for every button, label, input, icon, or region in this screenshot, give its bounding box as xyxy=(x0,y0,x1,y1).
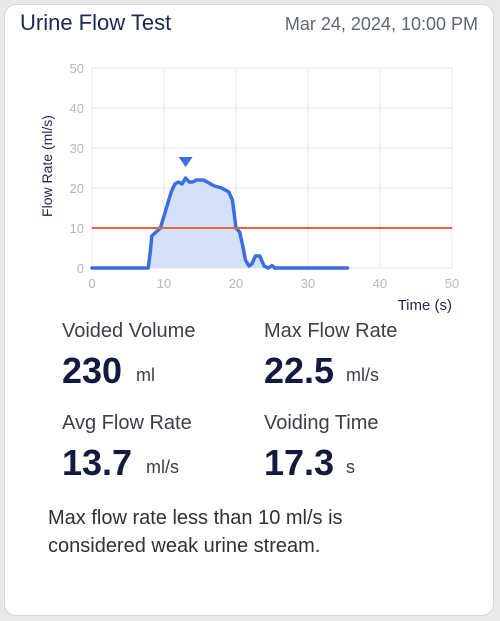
voiding-time-label: Voiding Time xyxy=(264,412,379,434)
weak-stream-note: Max flow rate less than 10 ml/s is consi… xyxy=(48,507,343,557)
test-datetime: Mar 24, 2024, 10:00 PM xyxy=(284,14,478,34)
urine-flow-card xyxy=(4,4,494,616)
voided-volume-unit: ml xyxy=(136,365,155,385)
voided-volume-label: Voided Volume xyxy=(62,320,196,342)
max-flow-rate-value: 22.5 xyxy=(264,350,335,391)
page-title: Urine Flow Test xyxy=(20,10,172,35)
avg-flow-rate-value: 13.7 xyxy=(62,442,133,483)
max-flow-rate-label: Max Flow Rate xyxy=(264,320,398,342)
voided-volume-value: 230 xyxy=(62,350,123,391)
max-flow-rate-unit: ml/s xyxy=(346,365,379,385)
avg-flow-rate-label: Avg Flow Rate xyxy=(62,412,192,434)
voiding-time-value: 17.3 xyxy=(264,442,335,483)
voiding-time-unit: s xyxy=(346,457,355,477)
avg-flow-rate-unit: ml/s xyxy=(146,457,179,477)
